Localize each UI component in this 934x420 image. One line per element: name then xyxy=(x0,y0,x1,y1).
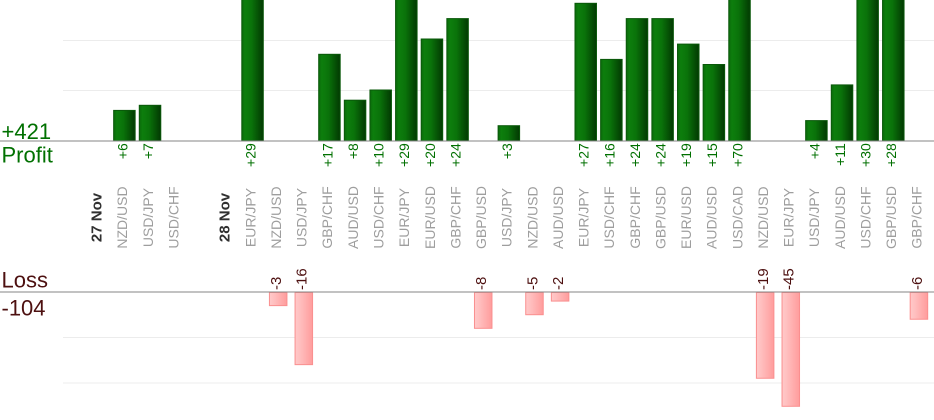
svg-text:NZD/USD: NZD/USD xyxy=(755,186,771,248)
svg-text:-8: -8 xyxy=(473,277,490,290)
svg-text:-19: -19 xyxy=(755,268,772,290)
svg-text:GBP/CHF: GBP/CHF xyxy=(627,186,643,248)
svg-text:-45: -45 xyxy=(781,268,798,290)
svg-text:USD/JPY: USD/JPY xyxy=(806,187,822,247)
svg-text:GBP/USD: GBP/USD xyxy=(473,186,489,249)
svg-text:NZD/USD: NZD/USD xyxy=(114,186,130,248)
svg-text:+15: +15 xyxy=(704,143,720,167)
svg-text:+70: +70 xyxy=(729,143,745,167)
svg-text:+30: +30 xyxy=(858,143,874,167)
svg-text:EUR/JPY: EUR/JPY xyxy=(781,187,797,247)
svg-text:+11: +11 xyxy=(832,143,848,166)
svg-text:+20: +20 xyxy=(422,143,438,167)
svg-text:EUR/JPY: EUR/JPY xyxy=(396,187,412,247)
svg-text:+4: +4 xyxy=(806,143,822,159)
svg-text:+6: +6 xyxy=(114,143,130,159)
svg-text:USD/CAD: USD/CAD xyxy=(729,186,745,249)
svg-text:USD/CHF: USD/CHF xyxy=(165,186,181,248)
svg-text:USD/JPY: USD/JPY xyxy=(294,187,310,247)
svg-text:+29: +29 xyxy=(242,143,258,167)
svg-text:EUR/USD: EUR/USD xyxy=(678,186,694,249)
svg-text:USD/CHF: USD/CHF xyxy=(601,186,617,248)
svg-text:27 Nov: 27 Nov xyxy=(89,192,106,242)
svg-text:USD/JPY: USD/JPY xyxy=(499,187,515,247)
svg-text:-3: -3 xyxy=(268,277,285,290)
svg-text:AUD/USD: AUD/USD xyxy=(832,186,848,249)
svg-text:-16: -16 xyxy=(294,268,311,290)
svg-text:+17: +17 xyxy=(319,143,335,167)
svg-text:+27: +27 xyxy=(576,143,592,167)
svg-text:GBP/USD: GBP/USD xyxy=(652,186,668,249)
svg-text:-5: -5 xyxy=(524,277,541,290)
svg-text:AUD/USD: AUD/USD xyxy=(704,186,720,249)
svg-text:GBP/CHF: GBP/CHF xyxy=(909,186,925,248)
svg-text:GBP/USD: GBP/USD xyxy=(883,186,899,249)
svg-text:GBP/CHF: GBP/CHF xyxy=(447,186,463,248)
svg-text:+28: +28 xyxy=(883,143,899,167)
svg-text:USD/CHF: USD/CHF xyxy=(371,186,387,248)
svg-text:+24: +24 xyxy=(653,143,669,167)
svg-text:+24: +24 xyxy=(447,143,463,167)
svg-text:GBP/CHF: GBP/CHF xyxy=(319,186,335,248)
svg-text:EUR/USD: EUR/USD xyxy=(422,186,438,249)
svg-text:+24: +24 xyxy=(627,143,643,167)
svg-text:+7: +7 xyxy=(140,143,156,159)
svg-text:-6: -6 xyxy=(909,277,926,290)
svg-text:AUD/USD: AUD/USD xyxy=(550,186,566,249)
svg-text:USD/JPY: USD/JPY xyxy=(140,187,156,247)
svg-text:+3: +3 xyxy=(499,143,515,159)
svg-text:-104: -104 xyxy=(2,295,46,320)
svg-text:NZD/USD: NZD/USD xyxy=(268,186,284,248)
svg-text:NZD/USD: NZD/USD xyxy=(524,186,540,248)
svg-text:+421: +421 xyxy=(2,119,52,144)
svg-text:+10: +10 xyxy=(371,143,387,167)
svg-text:+29: +29 xyxy=(396,143,412,167)
svg-text:AUD/USD: AUD/USD xyxy=(345,186,361,249)
svg-text:+16: +16 xyxy=(601,143,617,167)
svg-text:EUR/JPY: EUR/JPY xyxy=(576,187,592,247)
svg-text:Profit: Profit xyxy=(2,143,53,168)
svg-text:-2: -2 xyxy=(550,277,567,290)
svg-text:USD/CHF: USD/CHF xyxy=(857,186,873,248)
svg-text:+19: +19 xyxy=(678,143,694,167)
svg-text:+8: +8 xyxy=(345,143,361,159)
svg-text:Loss: Loss xyxy=(2,268,48,293)
svg-text:28 Nov: 28 Nov xyxy=(217,192,234,242)
svg-text:EUR/JPY: EUR/JPY xyxy=(242,187,258,247)
